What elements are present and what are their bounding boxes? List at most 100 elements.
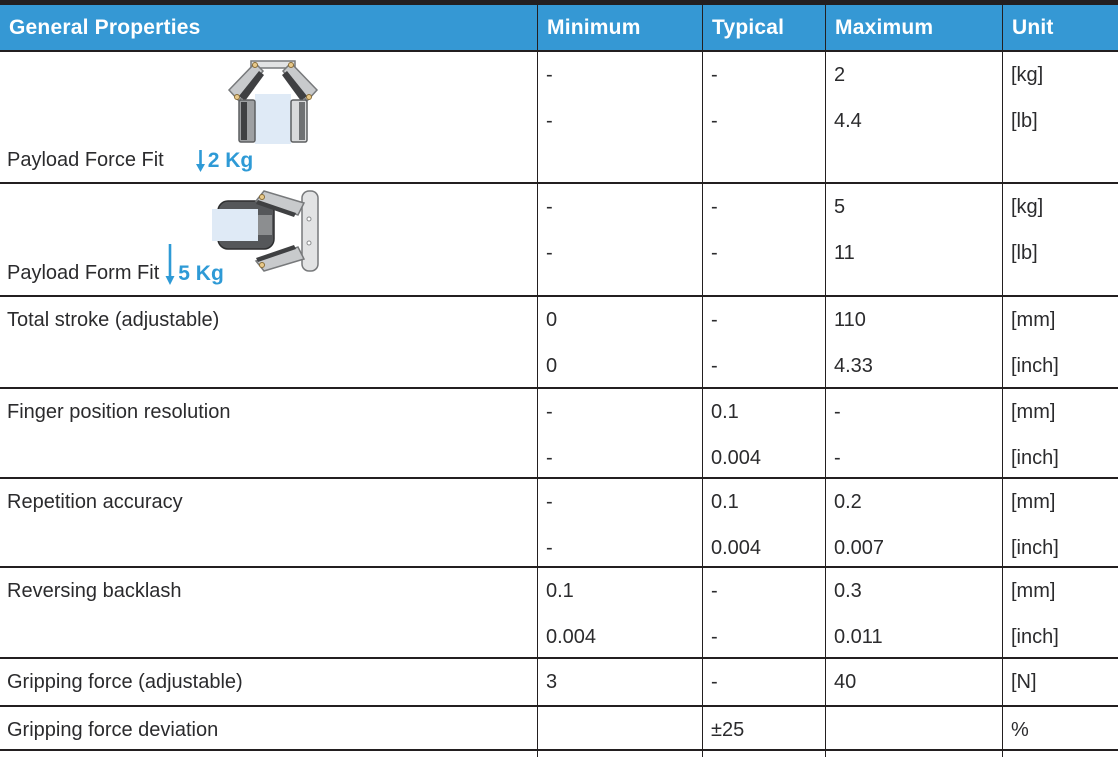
value: - xyxy=(711,671,718,693)
row-label-cell: Gripping force deviation xyxy=(0,707,537,749)
value: 0.004 xyxy=(711,537,762,559)
value: - xyxy=(546,491,553,513)
max-cell: 110 4.33 xyxy=(825,297,1002,387)
row-label: Reversing backlash xyxy=(7,580,182,602)
partial-cell xyxy=(0,751,537,757)
unit: [inch] xyxy=(1011,355,1059,377)
value: - xyxy=(834,401,841,423)
max-cell: 2 4.4 xyxy=(825,52,1002,182)
header-unit: Unit xyxy=(1002,5,1118,50)
unit: [mm] xyxy=(1011,580,1056,602)
payload-capacity-badge: 2 Kg xyxy=(195,149,253,173)
row-label-cell: Repetition accuracy xyxy=(0,479,537,566)
table-row-finger-position-resolution: Finger position resolution - - 0.1 0.004… xyxy=(0,389,1118,479)
value: - xyxy=(546,447,553,469)
value: - xyxy=(546,110,553,132)
value: 0.007 xyxy=(834,537,885,559)
table-row-payload-force-fit: Payload Force Fit 2 Kg - - - - 2 4.4 xyxy=(0,52,1118,184)
value: - xyxy=(834,447,841,469)
header-label: Typical xyxy=(712,15,785,39)
force-fit-gripper-illustration xyxy=(227,60,319,144)
min-cell: 3 xyxy=(537,659,702,705)
unit-cell: [kg] [lb] xyxy=(1002,52,1118,182)
partial-cell xyxy=(825,751,1002,757)
value: 40 xyxy=(834,671,857,693)
value: 0.004 xyxy=(546,626,597,648)
typ-cell: 0.1 0.004 xyxy=(702,479,825,566)
max-cell: 40 xyxy=(825,659,1002,705)
min-cell xyxy=(537,707,702,749)
unit: [N] xyxy=(1011,671,1037,693)
row-label: Repetition accuracy xyxy=(7,491,183,513)
table-row-repetition-accuracy: Repetition accuracy - - 0.1 0.004 0.2 0.… xyxy=(0,479,1118,568)
row-label-cell: Payload Force Fit 2 Kg xyxy=(0,52,537,182)
unit-cell: [mm] [inch] xyxy=(1002,389,1118,477)
unit: [inch] xyxy=(1011,537,1059,559)
value: - xyxy=(711,242,718,264)
value: 0.2 xyxy=(834,491,862,513)
value: - xyxy=(711,196,718,218)
table-row-total-stroke: Total stroke (adjustable) 0 0 - - 110 4.… xyxy=(0,297,1118,389)
row-label-cell: Reversing backlash xyxy=(0,568,537,657)
unit-cell: [N] xyxy=(1002,659,1118,705)
header-label: Unit xyxy=(1012,15,1054,39)
row-label-cell: Finger position resolution xyxy=(0,389,537,477)
value: - xyxy=(546,64,553,86)
unit: [mm] xyxy=(1011,401,1056,423)
table-row-payload-form-fit: Payload Form Fit 5 Kg - - - - 5 11 xyxy=(0,184,1118,297)
value: 0.1 xyxy=(546,580,574,602)
value: - xyxy=(711,110,718,132)
unit: [lb] xyxy=(1011,242,1038,264)
value: 0.3 xyxy=(834,580,862,602)
value: - xyxy=(546,242,553,264)
row-label: Finger position resolution xyxy=(7,401,231,423)
table-row-gripping-force: Gripping force (adjustable) 3 - 40 [N] xyxy=(0,659,1118,707)
down-arrow-icon xyxy=(165,244,175,285)
unit-cell: [mm] [inch] xyxy=(1002,479,1118,566)
value: 5 xyxy=(834,196,846,218)
min-cell: 0.1 0.004 xyxy=(537,568,702,657)
header-label: General Properties xyxy=(9,15,201,39)
header-label: Minimum xyxy=(547,15,641,39)
table-header-row: General Properties Minimum Typical Maxim… xyxy=(0,5,1118,52)
unit: [mm] xyxy=(1011,309,1056,331)
header-typical: Typical xyxy=(702,5,825,50)
unit-cell: % xyxy=(1002,707,1118,749)
value: 0 xyxy=(546,355,558,377)
unit-cell: [mm] [inch] xyxy=(1002,568,1118,657)
header-general-properties: General Properties xyxy=(0,5,537,50)
min-cell: - - xyxy=(537,184,702,295)
row-label-cell: Payload Form Fit 5 Kg xyxy=(0,184,537,295)
table-row-partial xyxy=(0,751,1118,757)
value: 4.4 xyxy=(834,110,862,132)
unit-cell: [kg] [lb] xyxy=(1002,184,1118,295)
table-top-border xyxy=(0,0,1118,5)
value: 4.33 xyxy=(834,355,873,377)
value: - xyxy=(546,537,553,559)
header-minimum: Minimum xyxy=(537,5,702,50)
typ-cell: - - xyxy=(702,184,825,295)
value: 110 xyxy=(834,309,866,331)
row-label: Gripping force (adjustable) xyxy=(7,671,243,693)
min-cell: - - xyxy=(537,389,702,477)
unit: [lb] xyxy=(1011,110,1038,132)
row-label: Total stroke (adjustable) xyxy=(7,309,220,331)
max-cell: - - xyxy=(825,389,1002,477)
unit: [inch] xyxy=(1011,447,1059,469)
typ-cell: - - xyxy=(702,52,825,182)
unit-cell: [mm] [inch] xyxy=(1002,297,1118,387)
unit: % xyxy=(1011,719,1029,741)
typ-cell: - - xyxy=(702,297,825,387)
row-label: Gripping force deviation xyxy=(7,719,219,741)
value: - xyxy=(711,64,718,86)
value: - xyxy=(546,401,553,423)
value: - xyxy=(711,580,718,602)
typ-cell: - xyxy=(702,659,825,705)
form-fit-gripper-illustration xyxy=(212,190,319,272)
value: 0.004 xyxy=(711,447,762,469)
typ-cell: - - xyxy=(702,568,825,657)
value: ±25 xyxy=(711,719,745,741)
partial-cell xyxy=(1002,751,1118,757)
value: - xyxy=(546,196,553,218)
